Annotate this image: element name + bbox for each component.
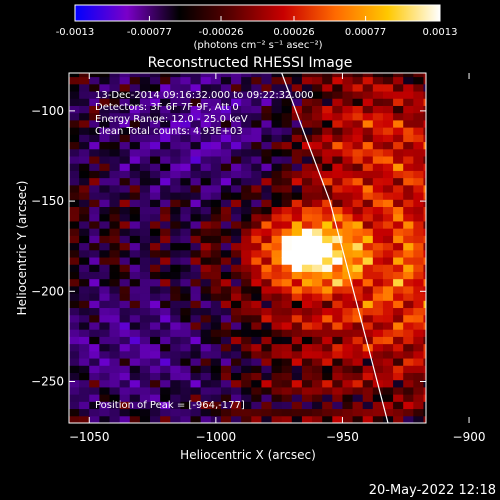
x-tick-label: −900 <box>453 430 486 444</box>
peak-position-annotation: Position of Peak = [-964,-177] <box>95 400 245 411</box>
solar-limb-line <box>281 73 389 423</box>
colorbar-tick-label: -0.00026 <box>199 27 244 38</box>
detectors-annotation: Detectors: 3F 6F 7F 9F, Att 0 <box>95 102 239 113</box>
y-axis-label: Heliocentric Y (arcsec) <box>15 181 29 316</box>
energy-range-annotation: Energy Range: 12.0 - 25.0 keV <box>95 114 248 125</box>
time-range-annotation: 13-Dec-2014 09:16:32.000 to 09:22:32.000 <box>95 90 314 101</box>
y-tick-label: −150 <box>31 194 64 208</box>
chart-title: Reconstructed RHESSI Image <box>148 55 353 71</box>
y-tick-label: −200 <box>31 284 64 298</box>
colorbar-tick-label: 0.00077 <box>345 27 386 38</box>
x-tick-label: −950 <box>326 430 359 444</box>
colorbar-ticks: -0.0013 -0.00077 -0.00026 0.00026 0.00077 0.0… <box>56 16 458 38</box>
colorbar-tick-label: 0.0013 <box>423 27 458 38</box>
colorbar-tick-label: -0.0013 <box>56 27 95 38</box>
timestamp: 20-May-2022 12:18 <box>369 483 496 498</box>
axis-ticks: −1050 −1000 −950 −900 −100 −150 −200 −250 <box>31 73 486 444</box>
x-tick-label: −1050 <box>69 430 110 444</box>
plot-frame <box>68 72 427 424</box>
x-tick-label: −1000 <box>196 430 237 444</box>
clean-counts-annotation: Clean Total counts: 4.93E+03 <box>95 126 243 137</box>
x-axis-label: Heliocentric X (arcsec) <box>180 448 316 462</box>
heatmap-pixels <box>69 73 426 423</box>
colorbar-units-label: (photons cm⁻² s⁻¹ asec⁻²) <box>193 40 322 51</box>
y-tick-label: −250 <box>31 375 64 389</box>
y-tick-label: −100 <box>31 104 64 118</box>
colorbar <box>74 4 441 22</box>
colorbar-tick-label: 0.00026 <box>273 27 314 38</box>
colorbar-tick-label: -0.00077 <box>127 27 172 38</box>
